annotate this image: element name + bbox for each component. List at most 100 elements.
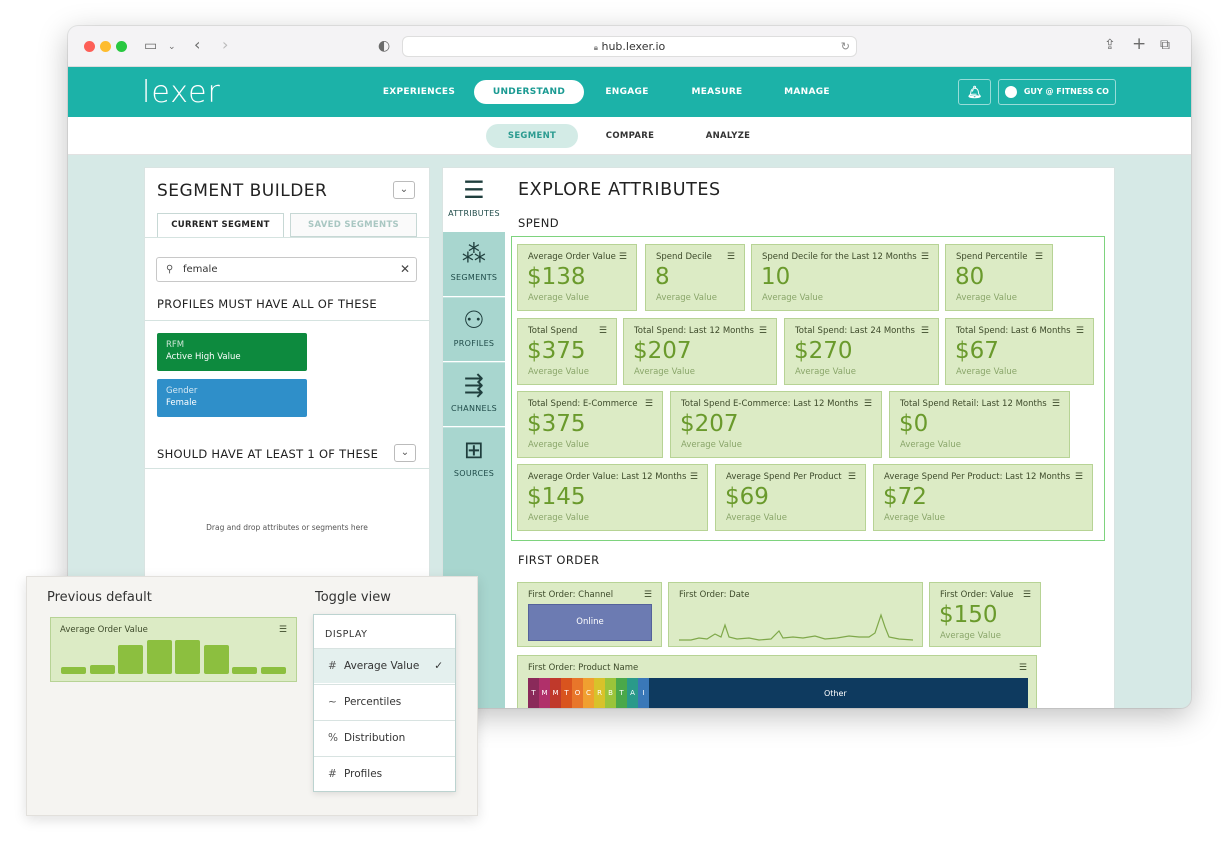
forward-icon[interactable]: › — [222, 35, 229, 54]
product-segment[interactable]: M — [539, 678, 550, 708]
lexer-logo[interactable]: lexer — [142, 75, 221, 110]
menu-icon[interactable]: ☰ — [920, 326, 929, 336]
sidebar-toggle-icon[interactable]: ▭ — [144, 38, 158, 54]
subnav-compare[interactable]: COMPARE — [605, 131, 655, 141]
attribute-card[interactable]: Average Order Value: Last 12 Months ☰ $145… — [517, 464, 708, 531]
product-segment[interactable]: T — [528, 678, 539, 708]
search-input[interactable]: ⚲ female ✕ — [156, 257, 417, 282]
explore-attributes-panel: ☰ ATTRIBUTES ⁂ SEGMENTS ⚇ PROFILES ⇶ CHA… — [442, 167, 1115, 708]
attribute-card[interactable]: Average Spend Per Product ☰ $69 Average Val… — [715, 464, 866, 531]
notifications-button[interactable]: 🔔︎ — [958, 79, 991, 105]
attribute-card[interactable]: Total Spend E-Commerce: Last 12 Months ☰ $… — [670, 391, 882, 458]
menu-icon[interactable]: ☰ — [1075, 326, 1084, 336]
segment-chip-rfm[interactable]: RFM Active High Value — [157, 333, 307, 371]
side-tab-sources[interactable]: ⊞ SOURCES — [443, 427, 505, 491]
product-segment[interactable]: M — [550, 678, 561, 708]
menu-icon[interactable]: ☰ — [1022, 590, 1031, 600]
shield-icon[interactable]: ◐ — [378, 38, 391, 54]
chevron-down-icon[interactable]: ⌄ — [168, 42, 176, 52]
segment-builder-collapse-button[interactable]: ⌄ — [393, 181, 415, 199]
nav-experiences[interactable]: EXPERIENCES — [382, 87, 456, 97]
product-segment[interactable]: I — [638, 678, 649, 708]
attribute-card[interactable]: Total Spend: E-Commerce ☰ $375 Average Valu… — [517, 391, 663, 458]
option-label: Distribution — [344, 732, 406, 744]
display-option-distribution[interactable]: % Distribution — [314, 720, 455, 755]
product-segment[interactable]: A — [627, 678, 638, 708]
tab-current-segment[interactable]: CURRENT SEGMENT — [157, 213, 284, 237]
attribute-card-first-order-value[interactable]: First Order: Value ☰ $150 Average Value — [929, 582, 1041, 647]
new-tab-icon[interactable]: + — [1132, 34, 1147, 54]
address-bar[interactable]: 🔒︎ hub.lexer.io ↻ — [402, 36, 857, 57]
minimize-window-button[interactable] — [100, 41, 111, 52]
should-have-collapse-button[interactable]: ⌄ — [394, 444, 416, 462]
side-tab-attributes[interactable]: ☰ ATTRIBUTES — [443, 168, 505, 232]
menu-icon[interactable]: ☰ — [644, 399, 653, 409]
product-segment[interactable]: C — [583, 678, 594, 708]
nav-measure[interactable]: MEASURE — [691, 87, 743, 97]
attribute-card[interactable]: Spend Decile ☰ 8 Average Value — [645, 244, 745, 311]
back-icon[interactable]: ‹ — [194, 35, 201, 54]
attribute-card[interactable]: Spend Percentile ☰ 80 Average Value — [945, 244, 1053, 311]
histogram-bar — [232, 667, 257, 674]
nav-engage[interactable]: ENGAGE — [605, 87, 649, 97]
menu-icon[interactable]: ☰ — [1034, 252, 1043, 262]
display-option-average-value[interactable]: # Average Value ✓ — [314, 648, 455, 683]
menu-icon[interactable]: ☰ — [847, 472, 856, 482]
attribute-card[interactable]: Total Spend ☰ $375 Average Value — [517, 318, 617, 385]
card-label: Spend Decile — [656, 252, 712, 262]
menu-icon[interactable]: ☰ — [689, 472, 698, 482]
menu-icon[interactable]: ☰ — [643, 590, 652, 600]
tabs-overview-icon[interactable]: ⧉ — [1160, 37, 1170, 53]
menu-icon[interactable]: ☰ — [1018, 663, 1027, 673]
attribute-card-first-order-date[interactable]: First Order: Date — [668, 582, 923, 647]
attribute-card[interactable]: Average Spend Per Product: Last 12 Month… — [873, 464, 1093, 531]
nav-understand[interactable]: UNDERSTAND — [474, 80, 584, 104]
product-segment[interactable]: O — [572, 678, 583, 708]
close-window-button[interactable] — [84, 41, 95, 52]
product-segment[interactable]: T — [561, 678, 572, 708]
date-trend-sparkline — [679, 613, 913, 641]
attribute-card[interactable]: Total Spend: Last 6 Months ☰ $67 Average Va… — [945, 318, 1094, 385]
attribute-card[interactable]: Spend Decile for the Last 12 Months ☰ 10 Av… — [751, 244, 939, 311]
nav-manage[interactable]: MANAGE — [784, 87, 830, 97]
attribute-card[interactable]: Total Spend Retail: Last 12 Months ☰ $0 Ave… — [889, 391, 1070, 458]
attribute-card-first-order-channel[interactable]: First Order: Channel ☰ Online — [517, 582, 662, 647]
card-label: Spend Percentile — [956, 252, 1028, 262]
channel-bar-online[interactable]: Online — [528, 604, 652, 641]
share-icon[interactable]: ⇪ — [1104, 37, 1116, 53]
side-tab-profiles[interactable]: ⚇ PROFILES — [443, 297, 505, 361]
product-segment[interactable]: R — [594, 678, 605, 708]
tab-saved-segments[interactable]: SAVED SEGMENTS — [290, 213, 417, 237]
menu-icon[interactable]: ☰ — [863, 399, 872, 409]
menu-icon[interactable]: ☰ — [618, 252, 627, 262]
menu-icon[interactable]: ☰ — [1074, 472, 1083, 482]
attribute-card[interactable]: Total Spend: Last 12 Months ☰ $207 Average … — [623, 318, 777, 385]
product-segment[interactable]: B — [605, 678, 616, 708]
display-option-percentiles[interactable]: ~ Percentiles — [314, 684, 455, 719]
card-sub: Average Value — [528, 440, 589, 450]
side-tab-channels[interactable]: ⇶ CHANNELS — [443, 362, 505, 426]
attribute-card[interactable]: Total Spend: Last 24 Months ☰ $270 Average … — [784, 318, 939, 385]
card-sub: Average Value — [681, 440, 742, 450]
segment-chip-gender[interactable]: Gender Female — [157, 379, 307, 417]
side-tab-label: PROFILES — [453, 339, 495, 348]
subnav-analyze[interactable]: ANALYZE — [705, 131, 751, 141]
menu-icon[interactable]: ☰ — [758, 326, 767, 336]
attribute-card[interactable]: Average Order Value ☰ $138 Average Value — [517, 244, 637, 311]
menu-icon[interactable]: ☰ — [1051, 399, 1060, 409]
menu-icon[interactable]: ☰ — [920, 252, 929, 262]
maximize-window-button[interactable] — [116, 41, 127, 52]
side-tab-segments[interactable]: ⁂ SEGMENTS — [443, 232, 505, 296]
menu-icon[interactable]: ☰ — [726, 252, 735, 262]
reload-icon[interactable]: ↻ — [840, 40, 850, 53]
menu-icon[interactable]: ☰ — [278, 625, 287, 635]
menu-icon[interactable]: ☰ — [598, 326, 607, 336]
previous-default-card[interactable]: Average Order Value ☰ — [50, 617, 297, 682]
subnav-segment[interactable]: SEGMENT — [486, 124, 578, 148]
clear-search-icon[interactable]: ✕ — [399, 262, 410, 276]
product-segment[interactable]: T — [616, 678, 627, 708]
account-button[interactable]: GUY @ FITNESS CO — [998, 79, 1116, 105]
display-option-profiles[interactable]: # Profiles — [314, 756, 455, 791]
